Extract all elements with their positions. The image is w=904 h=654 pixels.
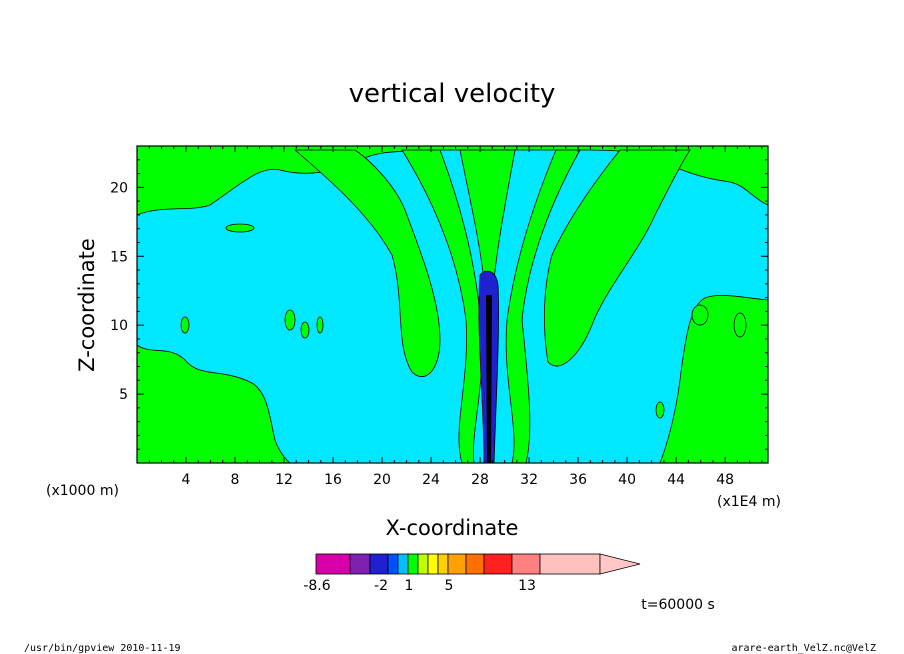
colorbar-segment — [369, 553, 389, 575]
updraft-core-center — [486, 295, 492, 463]
footer-right: arare-earth_VelZ.nc@VelZ — [732, 643, 877, 654]
y-tick-label: 5 — [119, 387, 128, 403]
colorbar-segment — [397, 553, 409, 575]
y-axis-ticks: 5 10 15 20 — [110, 159, 768, 450]
colorbar-segment — [407, 553, 419, 575]
y-tick-label: 20 — [110, 180, 128, 196]
colorbar-segment — [427, 553, 439, 575]
plot-frame — [136, 145, 769, 464]
colorbar-segment — [315, 553, 351, 575]
time-label: t=60000 s — [641, 597, 715, 613]
contour-blob — [300, 321, 310, 339]
x-tick-label: 28 — [471, 472, 489, 488]
y-axis-title: Z-coordinate — [75, 238, 99, 372]
x-tick-label: 16 — [324, 472, 342, 488]
contour-blob — [180, 316, 190, 334]
colorbar-segment — [387, 553, 399, 575]
footer-left: /usr/bin/gpview 2010-11-19 — [24, 643, 181, 654]
contour-blob — [691, 304, 709, 326]
colorbar-segment — [483, 553, 513, 575]
contour-blob — [284, 309, 296, 331]
colorbar-segment — [447, 553, 467, 575]
x-tick-label: 36 — [569, 472, 587, 488]
colorbar-segment — [349, 553, 371, 575]
contour-region — [293, 149, 441, 378]
x-tick-label: 48 — [716, 472, 734, 488]
contour-region — [136, 145, 769, 216]
colorbar-arrow — [599, 553, 641, 575]
colorbar-segment — [417, 553, 429, 575]
y-tick-label: 15 — [110, 249, 128, 265]
contour-blob — [316, 316, 324, 334]
chart-title: vertical velocity — [349, 79, 556, 109]
x-tick-label: 8 — [231, 472, 240, 488]
colorbar-label: -2 — [374, 578, 388, 594]
contour-blob — [655, 401, 665, 419]
colorbar-label: 5 — [445, 578, 454, 594]
x-scale-note: (x1E4 m) — [717, 494, 781, 510]
x-axis-title: X-coordinate — [386, 516, 519, 540]
x-unit-label: (x1000 m) — [46, 483, 119, 499]
x-tick-label: 24 — [422, 472, 440, 488]
x-tick-label: 44 — [667, 472, 685, 488]
x-tick-label: 32 — [520, 472, 538, 488]
contour-blob — [733, 312, 747, 338]
colorbar-segment — [437, 553, 449, 575]
x-tick-label: 40 — [618, 472, 636, 488]
x-tick-label: 4 — [182, 472, 191, 488]
colorbar-label: 13 — [518, 578, 536, 594]
contour-region — [543, 149, 691, 367]
colorbar-segment — [539, 553, 601, 575]
x-tick-label: 20 — [373, 472, 391, 488]
colorbar-segment — [465, 553, 485, 575]
contour-blob — [225, 223, 255, 233]
colorbar: -8.6 -2 1 5 13 — [303, 553, 641, 594]
colorbar-label: -8.6 — [303, 578, 330, 594]
colorbar-label: 1 — [405, 578, 414, 594]
contour-region — [136, 344, 292, 464]
x-tick-label: 12 — [275, 472, 293, 488]
y-tick-label: 10 — [110, 318, 128, 334]
colorbar-segment — [511, 553, 541, 575]
contour-fills — [136, 145, 769, 464]
x-axis-ticks: 4 8 12 16 20 24 28 32 36 40 44 48 — [148, 146, 763, 488]
contour-region — [659, 295, 769, 464]
